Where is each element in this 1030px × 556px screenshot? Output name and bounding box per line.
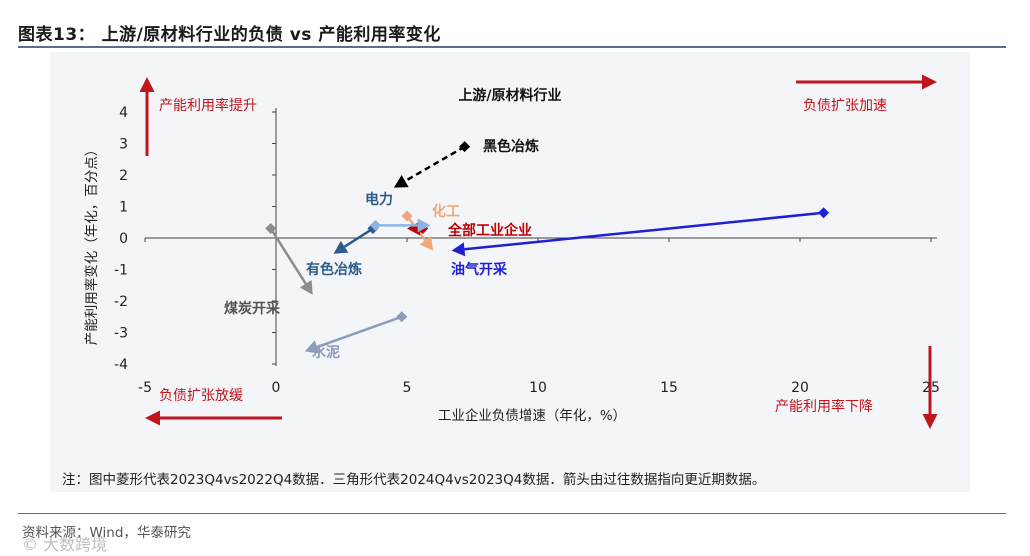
series-diamond-point <box>459 141 471 153</box>
series-1 <box>333 223 379 254</box>
series-label: 化工 <box>432 203 460 220</box>
x-tick-label: 10 <box>529 380 547 396</box>
series-7 <box>304 311 408 354</box>
x-axis-title: 工业企业负债增速（年化，%） <box>438 407 626 424</box>
series-5 <box>370 218 431 233</box>
y-tick-label: 4 <box>119 105 128 121</box>
series-triangle-point <box>304 340 320 354</box>
x-tick-label: 5 <box>403 380 412 396</box>
y-axis-title: 产能利用率变化（年化，百分点） <box>83 143 100 346</box>
series-4 <box>451 207 830 257</box>
quadrant-label-bottom-left: 负债扩张放缓 <box>159 388 243 404</box>
series-diamond-point <box>396 311 408 323</box>
series-arrow-line <box>464 211 824 251</box>
series-diamond-point <box>265 223 277 235</box>
chart-marks <box>265 141 830 354</box>
series-label: 黑色冶炼 <box>483 138 539 155</box>
series-6 <box>265 223 313 295</box>
y-tick-label: -3 <box>114 326 128 342</box>
series-0 <box>393 141 471 188</box>
series-label: 电力 <box>365 191 393 208</box>
y-tick-label: 1 <box>119 200 128 216</box>
x-tick-label: 0 <box>272 380 281 396</box>
series-label: 油气开采 <box>451 261 508 278</box>
series-triangle-point <box>451 242 466 257</box>
x-tick-label: -5 <box>138 380 152 396</box>
quadrant-label-top-right: 负债扩张加速 <box>803 98 887 114</box>
series-triangle-point <box>419 236 434 251</box>
watermark-text: © 大数跨境 <box>22 535 108 554</box>
quadrant-label-top-left: 产能利用率提升 <box>159 97 257 114</box>
series-diamond-point <box>401 210 413 222</box>
series-diamond-point <box>818 207 830 219</box>
series-label: 有色冶炼 <box>306 261 362 278</box>
source-text: 资料来源：Wind，华泰研究 <box>22 525 191 541</box>
series-arrow-line <box>343 227 374 248</box>
series-arrow-line <box>404 145 466 183</box>
series-triangle-point <box>393 175 409 188</box>
y-tick-label: -2 <box>114 294 128 310</box>
y-tick-label: 0 <box>119 231 128 247</box>
series-triangle-point <box>333 240 349 254</box>
y-tick-label: 2 <box>119 168 128 184</box>
series-triangle-point <box>417 218 431 233</box>
y-tick-label: -4 <box>114 357 128 373</box>
series-label: 水泥 <box>312 344 340 361</box>
series-label: 全部工业企业 <box>447 222 532 239</box>
chart-note: 注：图中菱形代表2023Q4vs2022Q4数据．三角形代表2024Q4vs20… <box>62 472 766 488</box>
figure-title: 图表13： 上游/原材料行业的负债 vs 产能利用率变化 <box>18 25 441 45</box>
series-triangle-point <box>299 279 313 295</box>
x-tick-label: 15 <box>660 380 678 396</box>
y-tick-label: 3 <box>119 137 128 153</box>
series-arrow-line <box>269 227 307 285</box>
series-diamond-point <box>370 219 382 231</box>
chart-title: 上游/原材料行业 <box>458 87 561 104</box>
footer-divider <box>18 513 1006 514</box>
y-tick-label: -1 <box>114 263 128 279</box>
series-label: 煤炭开采 <box>224 300 281 317</box>
series-arrow-line <box>316 315 403 349</box>
title-divider <box>18 46 1006 48</box>
quadrant-label-bottom-right: 产能利用率下降 <box>775 398 873 415</box>
x-tick-label: 20 <box>791 380 809 396</box>
